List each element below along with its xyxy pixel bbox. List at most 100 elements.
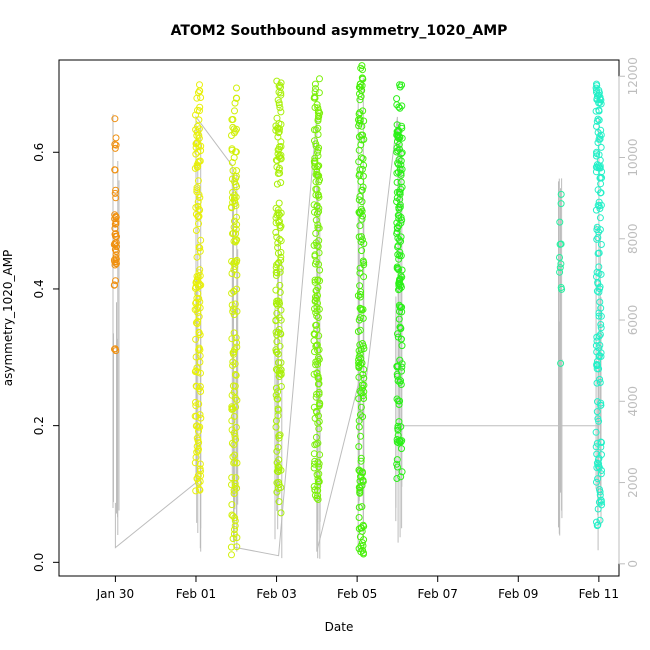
data-point bbox=[230, 287, 238, 295]
data-point bbox=[273, 331, 281, 339]
data-point bbox=[273, 447, 281, 455]
data-point bbox=[230, 530, 238, 538]
data-point bbox=[228, 335, 236, 343]
data-point bbox=[311, 252, 319, 260]
data-point bbox=[196, 486, 204, 494]
data-point bbox=[193, 382, 201, 390]
data-point bbox=[196, 107, 203, 115]
data-point bbox=[359, 413, 367, 421]
data-point bbox=[597, 241, 605, 248]
data-point bbox=[272, 391, 280, 399]
data-point bbox=[594, 521, 602, 529]
data-point bbox=[277, 359, 285, 367]
data-point bbox=[192, 140, 200, 148]
data-point bbox=[594, 201, 602, 209]
data-point bbox=[233, 213, 240, 221]
data-point bbox=[195, 329, 203, 337]
data-point bbox=[397, 150, 405, 158]
data-point bbox=[595, 228, 603, 236]
data-point bbox=[193, 253, 201, 261]
data-point bbox=[275, 359, 282, 367]
data-point bbox=[597, 321, 605, 328]
data-point bbox=[397, 178, 405, 186]
data-point bbox=[393, 228, 401, 236]
data-point bbox=[597, 438, 605, 446]
data-point bbox=[233, 221, 241, 229]
data-point bbox=[358, 468, 366, 476]
data-point bbox=[356, 208, 364, 216]
data-point bbox=[111, 166, 119, 174]
data-point bbox=[358, 381, 366, 389]
data-point bbox=[357, 432, 364, 440]
data-point bbox=[360, 161, 368, 169]
data-point bbox=[228, 194, 236, 202]
data-point bbox=[272, 219, 280, 227]
data-point bbox=[196, 244, 204, 252]
data-point bbox=[355, 503, 363, 511]
data-point bbox=[314, 439, 322, 447]
data-point bbox=[231, 522, 239, 530]
data-point bbox=[231, 263, 239, 270]
data-point bbox=[273, 309, 281, 317]
data-point bbox=[397, 473, 405, 481]
data-point bbox=[228, 474, 236, 482]
x-tick-label: Jan 30 bbox=[96, 587, 135, 601]
data-point bbox=[228, 481, 235, 489]
data-point bbox=[193, 320, 201, 328]
data-point bbox=[193, 364, 201, 372]
data-point bbox=[597, 100, 605, 108]
data-point bbox=[355, 146, 363, 154]
data-point bbox=[228, 289, 236, 297]
data-point bbox=[275, 463, 283, 471]
data-point bbox=[394, 426, 402, 434]
data-point bbox=[557, 260, 565, 268]
data-point bbox=[595, 263, 603, 271]
data-point bbox=[396, 248, 404, 256]
data-point bbox=[314, 292, 321, 299]
data-point bbox=[314, 243, 322, 250]
data-point bbox=[195, 220, 202, 228]
data-point bbox=[196, 266, 204, 274]
data-point bbox=[357, 205, 365, 213]
data-point bbox=[356, 282, 364, 290]
data-point bbox=[233, 167, 241, 175]
data-point bbox=[359, 155, 367, 163]
data-point bbox=[597, 324, 605, 332]
data-point bbox=[112, 277, 119, 285]
data-point bbox=[395, 418, 403, 426]
data-point bbox=[593, 273, 600, 281]
data-point bbox=[232, 230, 240, 238]
x-axis: Jan 30 Feb 01 Feb 03 Feb 05 Feb 07 Feb 09 Feb … bbox=[96, 575, 619, 601]
data-point bbox=[112, 141, 120, 149]
data-point bbox=[228, 439, 236, 447]
data-point bbox=[274, 395, 282, 403]
data-point bbox=[593, 82, 601, 90]
data-point bbox=[592, 107, 600, 115]
x-tick-label: Feb 11 bbox=[579, 587, 619, 601]
data-point bbox=[233, 84, 240, 92]
x-tick-label: Feb 01 bbox=[176, 587, 216, 601]
data-point bbox=[394, 131, 402, 139]
data-point bbox=[398, 445, 405, 453]
data-point bbox=[595, 91, 603, 99]
y-axis-label: asymmetry_1020_AMP bbox=[1, 250, 15, 387]
overlay-path bbox=[114, 115, 600, 557]
data-point bbox=[556, 240, 564, 248]
data-point bbox=[195, 134, 203, 142]
data-point bbox=[359, 66, 366, 74]
x-tick-label: Feb 09 bbox=[498, 587, 538, 601]
data-point bbox=[314, 346, 322, 354]
data-point bbox=[192, 298, 200, 306]
data-point bbox=[394, 159, 402, 167]
data-point bbox=[274, 150, 282, 158]
data-point bbox=[231, 99, 239, 107]
y-tick-label: 0.0 bbox=[32, 553, 46, 572]
data-point bbox=[597, 189, 605, 197]
data-point bbox=[195, 269, 203, 277]
data-point bbox=[233, 543, 241, 551]
data-point bbox=[194, 159, 202, 166]
data-point bbox=[231, 107, 238, 115]
data-point bbox=[274, 388, 282, 396]
data-point bbox=[360, 273, 368, 281]
data-point bbox=[312, 85, 319, 93]
